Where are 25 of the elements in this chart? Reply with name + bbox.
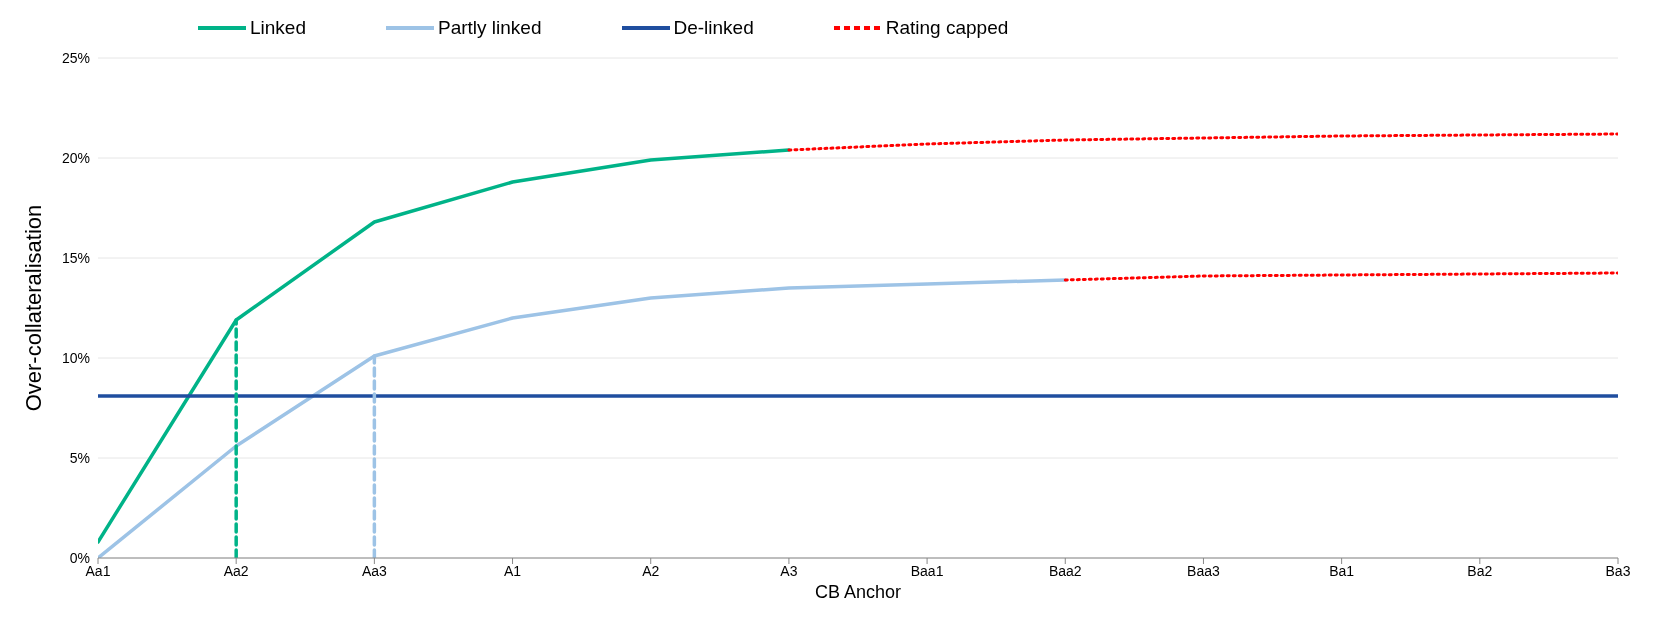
- x-tick-label: Baa3: [1187, 562, 1221, 579]
- y-tick-label: 15%: [61, 249, 90, 266]
- x-tick-label: A1: [503, 562, 522, 579]
- y-tick-label: 10%: [61, 349, 90, 366]
- x-axis-title: CB Anchor: [814, 582, 902, 602]
- y-tick-label: 5%: [69, 449, 90, 466]
- line-series: [787, 132, 1618, 152]
- x-tick-label: Baa2: [1048, 562, 1082, 579]
- x-tick-label: Aa2: [223, 562, 249, 579]
- x-tick-label: Baa1: [910, 562, 944, 579]
- x-tick-label: Ba2: [1467, 562, 1493, 579]
- y-axis-title: Over-collateralisation: [20, 204, 46, 412]
- x-tick-label: Aa3: [361, 562, 388, 579]
- x-tick-label: A3: [780, 562, 798, 579]
- y-tick-label: 25%: [61, 49, 90, 66]
- legend-label: De-linked: [673, 17, 754, 39]
- legend-label: Rating capped: [885, 17, 1009, 39]
- x-tick-label: A2: [642, 562, 660, 579]
- line-series: [98, 278, 1068, 558]
- line-series: [1063, 271, 1618, 282]
- y-tick-label: 20%: [61, 149, 90, 166]
- x-tick-label: Ba1: [1329, 562, 1355, 579]
- legend-label: Partly linked: [438, 17, 542, 39]
- x-tick-label: Ba3: [1605, 562, 1631, 579]
- legend-label: Linked: [250, 17, 306, 39]
